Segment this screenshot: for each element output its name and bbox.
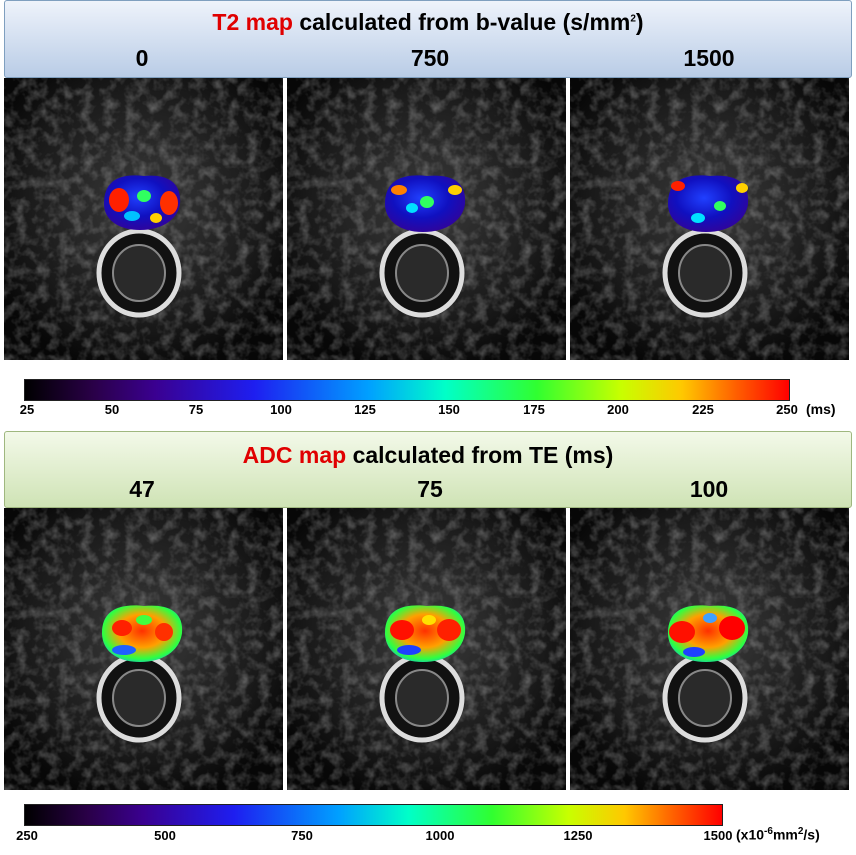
t2-header: T2 map calculated from b-value (s/mm2) 0… [4, 0, 852, 78]
adc-header: ADC map calculated from TE (ms) 47 75 10… [4, 431, 852, 508]
t2-mri-b1500 [570, 78, 849, 360]
adc-column-label-3: 100 [689, 476, 729, 502]
t2-title-rest: calculated from b-value (s/mm [299, 9, 631, 35]
t2-colorbar [24, 379, 790, 401]
t2-image-b0 [4, 78, 283, 360]
adc-column-label-2: 75 [417, 476, 443, 502]
adc-title-red: ADC map [242, 442, 347, 468]
t2-title-sup: 2 [630, 13, 636, 25]
adc-mri-te100 [570, 508, 849, 790]
adc-image-te100 [570, 508, 849, 790]
adc-title-rest: calculated from TE (ms) [352, 442, 614, 468]
t2-image-b750 [287, 78, 566, 360]
t2-tick-1: 25 [19, 402, 35, 417]
adc-tick-5: 1250 [563, 828, 593, 843]
t2-tick-10: 250 [776, 402, 798, 417]
t2-title: T2 map calculated from b-value (s/mm2) [5, 9, 851, 36]
adc-tick-6: 1500 [703, 828, 733, 843]
adc-tick-2: 500 [154, 828, 176, 843]
t2-colorbar-unit: (ms) [806, 401, 836, 417]
t2-tick-7: 175 [523, 402, 545, 417]
adc-image-te75 [287, 508, 566, 790]
adc-tick-4: 1000 [425, 828, 455, 843]
t2-title-red: T2 map [212, 9, 293, 35]
t2-title-close: ) [635, 9, 644, 35]
t2-mri-b750 [287, 78, 566, 360]
t2-tick-5: 125 [354, 402, 376, 417]
adc-tick-3: 750 [291, 828, 313, 843]
t2-mri-b0 [4, 78, 283, 360]
adc-mri-te75 [287, 508, 566, 790]
t2-tick-8: 200 [607, 402, 629, 417]
adc-mri-te47 [4, 508, 283, 790]
adc-title: ADC map calculated from TE (ms) [5, 442, 851, 469]
t2-column-label-3: 1500 [683, 45, 735, 71]
t2-tick-2: 50 [104, 402, 120, 417]
adc-image-te47 [4, 508, 283, 790]
t2-tick-4: 100 [270, 402, 292, 417]
t2-column-label-2: 750 [410, 45, 450, 71]
t2-column-label-1: 0 [135, 45, 149, 71]
adc-colorbar [24, 804, 723, 826]
t2-image-b1500 [570, 78, 849, 360]
t2-tick-6: 150 [438, 402, 460, 417]
t2-tick-3: 75 [188, 402, 204, 417]
adc-tick-1: 250 [16, 828, 38, 843]
adc-colorbar-unit: (x10-6mm2/s) [736, 826, 820, 843]
t2-tick-9: 225 [692, 402, 714, 417]
adc-column-label-1: 47 [129, 476, 155, 502]
